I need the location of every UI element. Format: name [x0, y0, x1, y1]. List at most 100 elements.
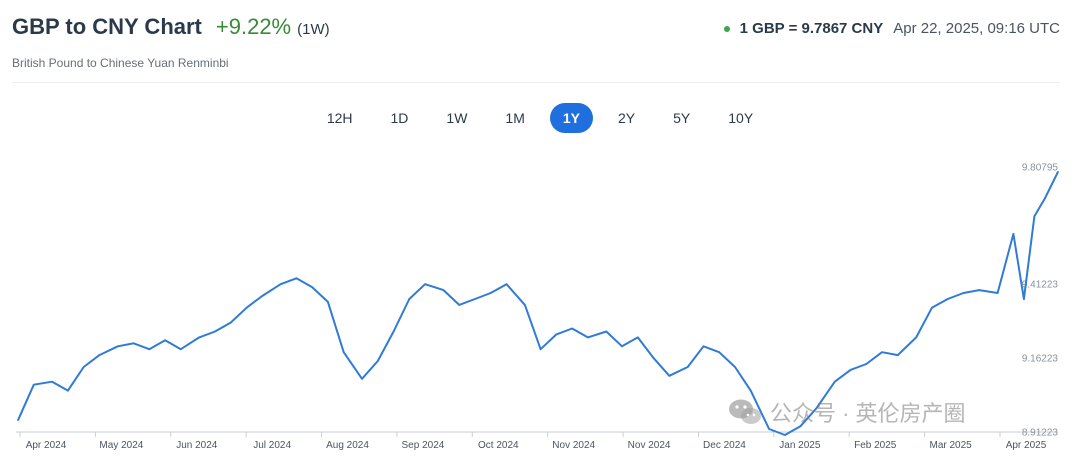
data-point	[17, 419, 19, 422]
data-point	[261, 295, 264, 297]
data-point	[442, 289, 445, 291]
data-point	[524, 304, 526, 306]
x-tick-label: Jan 2025	[779, 440, 821, 451]
tab-1m[interactable]: 1M	[505, 110, 525, 126]
data-point	[148, 348, 151, 350]
data-point	[474, 298, 476, 300]
tab-2y[interactable]: 2Y	[618, 110, 636, 126]
data-point	[424, 283, 426, 285]
x-tick-label: Jul 2024	[253, 440, 291, 451]
x-tick-label: Mar 2025	[929, 440, 972, 451]
data-point	[668, 375, 671, 377]
data-point	[408, 298, 411, 300]
live-status-icon	[723, 25, 730, 32]
data-point	[702, 345, 705, 348]
data-point	[489, 292, 492, 294]
data-point	[962, 292, 965, 294]
data-point	[1012, 233, 1015, 235]
watermark-text: 公众号 · 英伦房产圈	[770, 401, 966, 426]
data-point	[1023, 298, 1025, 300]
x-tick-label: Jun 2024	[176, 440, 218, 451]
series-line	[17, 171, 1059, 436]
data-point	[1057, 171, 1059, 173]
data-point	[458, 304, 461, 306]
x-tick-label: Apr 2025	[1006, 440, 1047, 451]
watermark: 公众号 · 英伦房产圈	[728, 396, 966, 428]
data-point	[834, 380, 836, 383]
data-point	[67, 389, 69, 392]
data-point	[98, 354, 101, 356]
data-point	[931, 307, 933, 309]
rate-row: 1 GBP = 9.7867 CNY Apr 22, 2025, 09:16 U…	[723, 20, 1060, 37]
data-point	[377, 360, 379, 362]
data-point	[229, 321, 232, 324]
y-tick-label: 9.16223	[1022, 353, 1059, 364]
data-point	[915, 336, 917, 339]
data-point	[637, 336, 639, 339]
data-point	[571, 327, 573, 330]
data-point	[279, 283, 282, 285]
data-point	[978, 289, 980, 291]
title-row: GBP to CNY Chart +9.22% (1W)	[12, 14, 330, 40]
data-point	[117, 345, 119, 348]
y-tick-label: 9.41223	[1022, 280, 1059, 291]
page-title: GBP to CNY Chart	[12, 14, 202, 39]
data-point	[51, 380, 53, 383]
data-point	[555, 333, 558, 336]
page-subtitle: British Pound to Chinese Yuan Renminbi	[12, 56, 229, 70]
data-point	[214, 330, 216, 333]
x-tick-label: Apr 2024	[26, 440, 67, 451]
data-point	[897, 354, 899, 356]
x-tick-label: May 2024	[99, 440, 143, 451]
data-point	[1044, 197, 1046, 200]
data-point	[784, 434, 786, 436]
tab-10y[interactable]: 10Y	[728, 110, 754, 126]
data-point	[749, 389, 752, 392]
data-point	[799, 425, 802, 427]
line-chart: 9.80795 9.41223 9.16223 8.91223 Apr 2024 May …	[16, 163, 1059, 451]
data-point	[768, 428, 770, 430]
data-point	[587, 336, 589, 339]
x-tick-label: Feb 2025	[854, 440, 897, 451]
data-point	[946, 298, 949, 300]
data-point	[311, 286, 313, 288]
data-point	[361, 378, 363, 380]
x-tick-label: Oct 2024	[478, 440, 519, 451]
rate-timestamp: Apr 22, 2025, 09:16 UTC	[893, 20, 1060, 37]
change-percent: +9.22%	[215, 14, 292, 39]
data-point	[164, 339, 166, 342]
data-point	[392, 330, 395, 333]
chart-header: GBP to CNY Chart +9.22% (1W) British Pou…	[12, 14, 1060, 74]
data-point	[180, 348, 182, 350]
x-tick-label: Aug 2024	[326, 440, 369, 451]
data-point	[82, 366, 85, 368]
x-tick-label: Dec 2024	[703, 440, 746, 451]
data-point	[132, 342, 135, 345]
data-point	[605, 330, 608, 333]
tab-1y[interactable]: 1Y	[549, 103, 593, 133]
tab-1w[interactable]: 1W	[446, 110, 468, 126]
data-point	[849, 369, 852, 371]
y-tick-label: 9.80795	[1022, 163, 1059, 174]
data-point	[718, 351, 720, 353]
data-point	[245, 307, 248, 309]
change-period: (1W)	[297, 21, 330, 38]
y-tick-label: 8.91223	[1022, 427, 1059, 438]
range-tabs: 12H 1D 1W 1M 1Y 2Y 5Y 10Y	[0, 103, 1080, 133]
x-tick-label: Nov 2024	[628, 440, 671, 451]
data-point	[734, 366, 736, 368]
data-point	[621, 345, 623, 348]
header-divider	[12, 82, 1060, 83]
data-point	[996, 292, 999, 294]
tab-1d[interactable]: 1D	[390, 110, 409, 126]
x-tick-label: Sep 2024	[402, 440, 445, 451]
wechat-icon	[729, 399, 761, 424]
data-point	[865, 363, 868, 365]
data-point	[505, 283, 508, 285]
data-point	[327, 301, 329, 303]
tab-12h[interactable]: 12H	[326, 110, 353, 126]
data-point	[815, 407, 818, 410]
tab-5y[interactable]: 5Y	[673, 110, 691, 126]
data-point	[1033, 215, 1036, 217]
data-point	[881, 351, 883, 353]
